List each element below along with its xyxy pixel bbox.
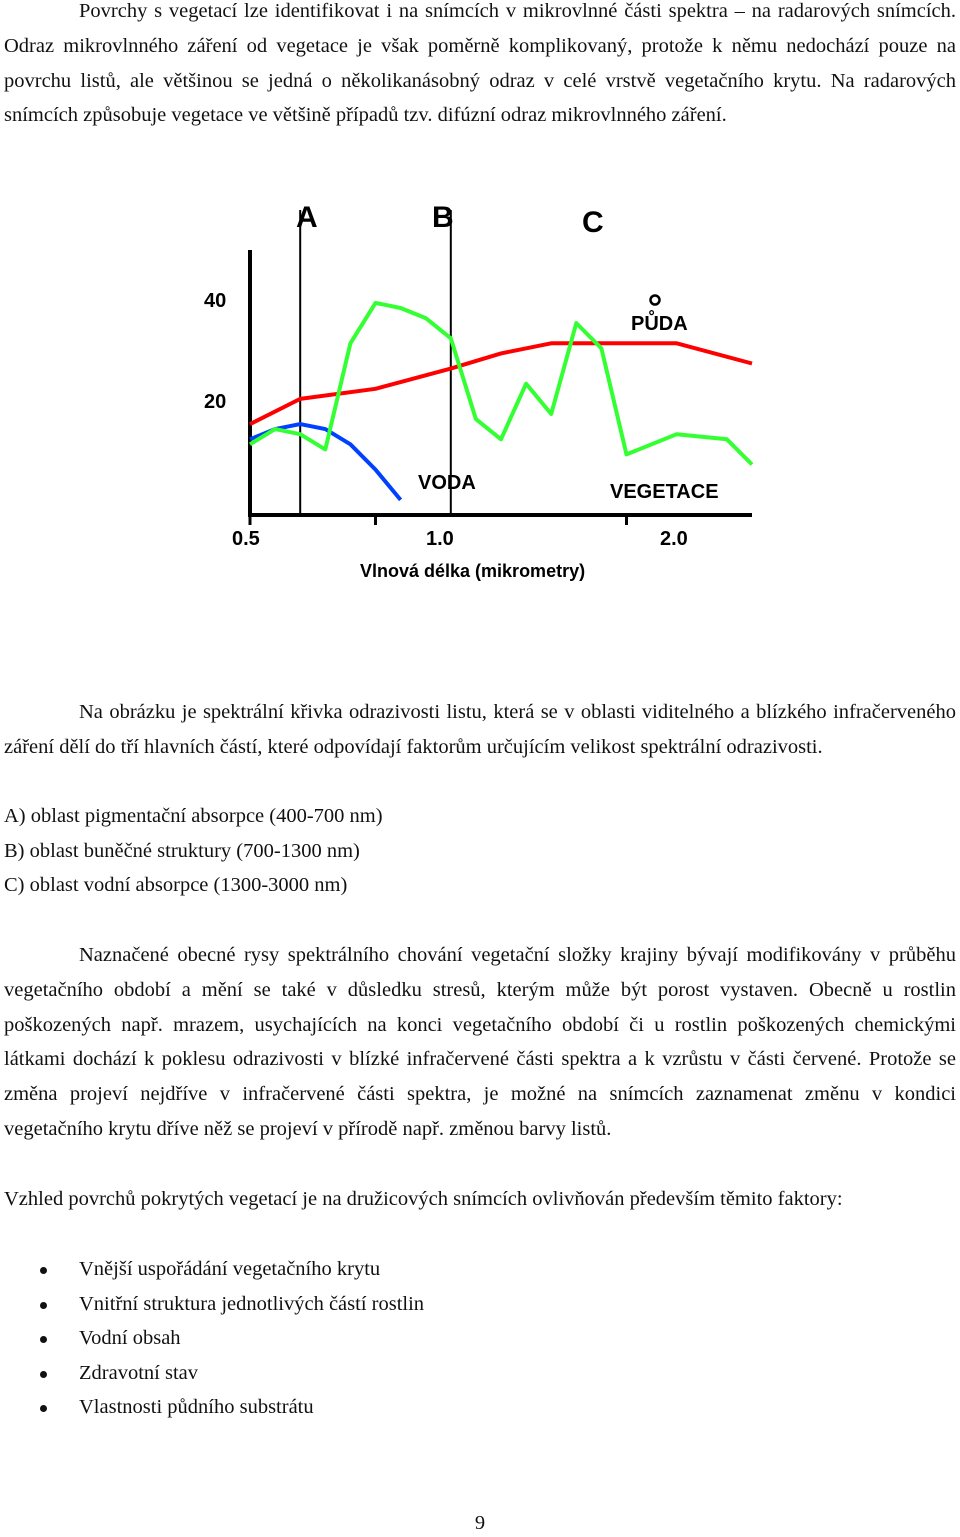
factor-list: Vnější uspořádání vegetačního krytu Vnit… — [0, 1252, 424, 1425]
x-tick-label: 2.0 — [660, 528, 688, 550]
factors-intro: Vzhled povrchů pokrytých vegetací je na … — [4, 1188, 843, 1210]
series-line-water — [249, 422, 403, 502]
region-line-c: C) oblast vodní absorpce (1300-3000 nm) — [4, 874, 348, 896]
region-line-b: B) oblast buněčné struktury (700-1300 nm… — [4, 840, 360, 862]
reflectance-chart: A B C 40 20 PŮDA VODA VEGETACE 0.5 1.0 2… — [204, 201, 754, 581]
x-axis-title: Vlnová délka (mikrometry) — [360, 561, 585, 581]
water-label: VODA — [418, 472, 476, 494]
series-line-vegetation — [248, 300, 754, 466]
region-label-c: C — [582, 206, 604, 239]
modification-paragraph: Naznačené obecné rysy spektrálního chová… — [4, 944, 956, 1140]
y-tick-label: 40 — [204, 290, 226, 312]
soil-marker — [649, 294, 661, 306]
region-boundaries — [299, 210, 452, 515]
list-item: Vnější uspořádání vegetačního krytu — [0, 1252, 424, 1287]
list-item: Vodní obsah — [0, 1321, 424, 1356]
list-item: Zdravotní stav — [0, 1356, 424, 1391]
intro-paragraph: Povrchy s vegetací lze identifikovat i n… — [4, 0, 956, 127]
vegetation-label: VEGETACE — [610, 481, 719, 503]
region-label-b: B — [432, 201, 454, 234]
list-item: Vlastnosti půdního substrátu — [0, 1390, 424, 1425]
soil-label: PŮDA — [631, 309, 688, 335]
x-tick-label: 1.0 — [426, 528, 454, 550]
chart-axes — [248, 250, 752, 525]
series-line-soil — [249, 341, 753, 426]
list-item: Vnitřní struktura jednotlivých částí ros… — [0, 1287, 424, 1322]
region-label-a: A — [296, 201, 318, 234]
page-number: 9 — [474, 1512, 486, 1534]
region-line-a: A) oblast pigmentační absorpce (400-700 … — [4, 805, 383, 827]
spectrum-paragraph: Na obrázku je spektrální křivka odrazivo… — [4, 701, 956, 758]
x-tick-label: 0.5 — [232, 528, 260, 550]
y-tick-label: 20 — [204, 391, 226, 413]
